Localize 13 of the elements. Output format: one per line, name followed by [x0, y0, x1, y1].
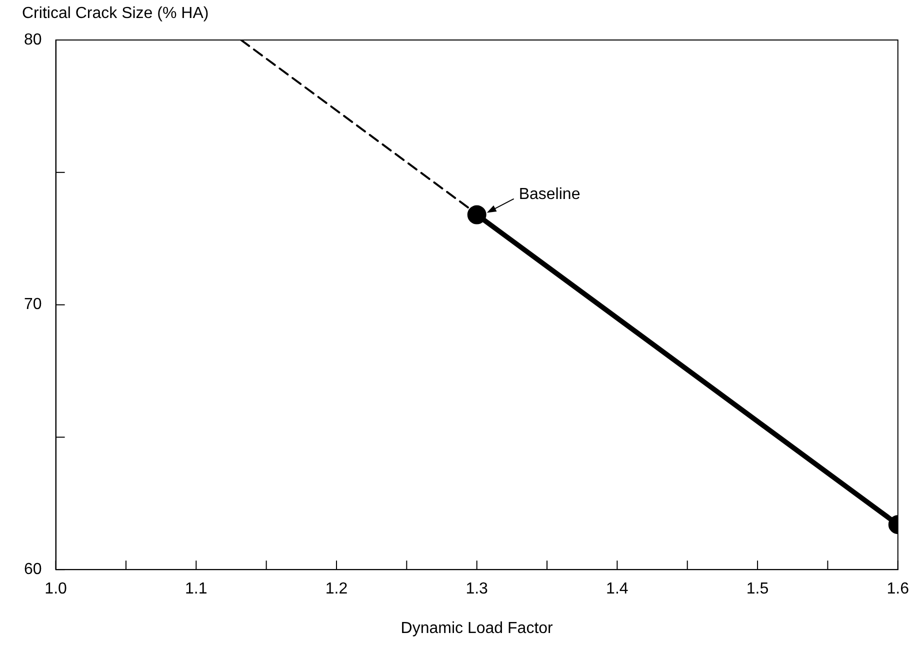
- x-tick-label: 1.5: [746, 580, 769, 598]
- y-tick-label: 60: [24, 561, 42, 578]
- x-tick-label: 1.6: [886, 580, 910, 598]
- x-tick-label: 1.1: [185, 580, 208, 598]
- x-tick-label: 1.2: [325, 580, 348, 598]
- y-tick-label: 70: [24, 296, 42, 314]
- x-tick-label: 1.4: [606, 580, 628, 598]
- x-axis-title: Dynamic Load Factor: [400, 620, 554, 637]
- y-tick-label: 80: [24, 31, 42, 48]
- text: 1.0: [44, 580, 67, 598]
- y-axis-title: Critical Crack Size (% HA): [22, 5, 209, 23]
- x-tick-label: 1.3: [466, 580, 488, 598]
- annotation: Baseline: [518, 186, 580, 204]
